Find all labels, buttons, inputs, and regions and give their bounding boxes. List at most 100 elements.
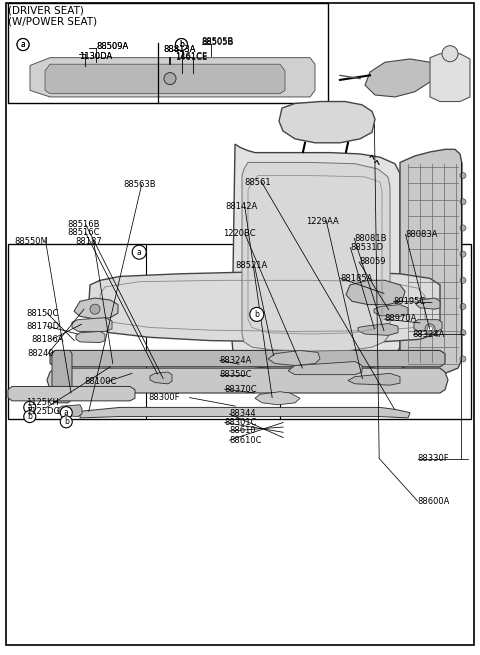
Polygon shape: [74, 298, 118, 319]
Text: 88300F: 88300F: [149, 393, 180, 402]
Circle shape: [425, 324, 435, 334]
Polygon shape: [52, 350, 72, 403]
Circle shape: [60, 416, 72, 428]
Circle shape: [17, 39, 29, 50]
Text: 1220BC: 1220BC: [223, 229, 256, 238]
Text: 88344: 88344: [229, 409, 256, 419]
Text: 88505B: 88505B: [202, 38, 234, 47]
Text: 88516C: 88516C: [67, 228, 100, 237]
Polygon shape: [242, 162, 390, 351]
Text: 88240: 88240: [28, 349, 54, 358]
Text: a: a: [21, 40, 25, 49]
Text: b: b: [179, 40, 184, 49]
Text: 88170D: 88170D: [26, 322, 60, 331]
Text: 1229AA: 1229AA: [306, 217, 339, 226]
Polygon shape: [430, 54, 470, 102]
Polygon shape: [268, 350, 320, 365]
Text: 88083A: 88083A: [406, 230, 438, 239]
Polygon shape: [47, 368, 448, 393]
Polygon shape: [80, 407, 410, 418]
Polygon shape: [8, 386, 135, 401]
Text: 88059: 88059: [359, 257, 385, 267]
Text: 88813A: 88813A: [163, 45, 196, 54]
Text: 88301C: 88301C: [225, 418, 257, 427]
Text: 88521A: 88521A: [235, 261, 267, 270]
Text: b: b: [64, 417, 69, 426]
Text: 89195C: 89195C: [394, 297, 426, 306]
Text: 88187: 88187: [76, 236, 103, 246]
Circle shape: [460, 356, 466, 362]
Circle shape: [442, 46, 458, 62]
Circle shape: [164, 73, 176, 84]
Text: 88516B: 88516B: [67, 219, 100, 229]
Text: 88350C: 88350C: [220, 370, 252, 379]
Text: 88150C: 88150C: [26, 309, 59, 318]
Circle shape: [250, 307, 264, 322]
Text: 88505B: 88505B: [202, 37, 234, 47]
Text: 88186A: 88186A: [31, 335, 64, 344]
Circle shape: [90, 304, 100, 314]
Text: b: b: [179, 40, 184, 49]
Text: 88509A: 88509A: [96, 42, 128, 51]
Polygon shape: [400, 149, 462, 375]
Text: 1125KH: 1125KH: [26, 398, 59, 407]
Bar: [8, 3, 328, 103]
Text: a: a: [137, 248, 142, 257]
Text: 1125DG: 1125DG: [26, 407, 60, 416]
Polygon shape: [348, 373, 400, 385]
Polygon shape: [58, 405, 82, 417]
Text: a: a: [64, 408, 69, 417]
Polygon shape: [45, 64, 285, 94]
Text: b: b: [27, 412, 32, 421]
Polygon shape: [288, 362, 362, 375]
Text: 88185A: 88185A: [341, 274, 373, 283]
Polygon shape: [88, 272, 440, 342]
Text: a: a: [27, 403, 32, 412]
Text: 88509A: 88509A: [96, 42, 128, 51]
Bar: [280, 244, 471, 419]
Circle shape: [460, 225, 466, 231]
Text: 88370C: 88370C: [225, 384, 257, 394]
Circle shape: [460, 277, 466, 284]
Circle shape: [428, 326, 432, 331]
Polygon shape: [279, 102, 375, 143]
Circle shape: [24, 402, 36, 413]
Polygon shape: [72, 318, 112, 331]
Polygon shape: [30, 58, 315, 97]
Text: 88081B: 88081B: [354, 234, 387, 243]
Text: 1461CE: 1461CE: [175, 52, 207, 62]
Circle shape: [460, 303, 466, 310]
Polygon shape: [416, 298, 440, 309]
Circle shape: [60, 407, 72, 419]
Text: 88531D: 88531D: [350, 243, 384, 252]
Text: 1461CE: 1461CE: [175, 53, 207, 62]
Circle shape: [24, 411, 36, 422]
Text: 88324A: 88324A: [413, 329, 445, 339]
Polygon shape: [50, 350, 445, 367]
Text: 88550M: 88550M: [14, 236, 48, 246]
Text: 88600A: 88600A: [418, 496, 450, 506]
Circle shape: [460, 172, 466, 179]
Circle shape: [176, 39, 187, 50]
Polygon shape: [150, 372, 172, 384]
Polygon shape: [232, 144, 400, 370]
Text: 88563B: 88563B: [124, 180, 156, 189]
Polygon shape: [365, 59, 435, 97]
Circle shape: [460, 198, 466, 205]
Polygon shape: [414, 320, 442, 331]
Text: (DRIVER SEAT): (DRIVER SEAT): [8, 5, 84, 15]
Polygon shape: [255, 392, 300, 405]
Circle shape: [132, 245, 146, 259]
Text: 88100C: 88100C: [84, 377, 116, 386]
Bar: [8, 244, 146, 419]
Text: 88610: 88610: [229, 426, 256, 436]
Text: (W/POWER SEAT): (W/POWER SEAT): [8, 16, 97, 26]
Text: 88324A: 88324A: [220, 356, 252, 365]
Text: 1130DA: 1130DA: [79, 52, 112, 61]
Text: 88970A: 88970A: [384, 314, 416, 324]
Polygon shape: [374, 305, 408, 316]
Text: 88142A: 88142A: [226, 202, 258, 211]
Circle shape: [460, 251, 466, 257]
Circle shape: [17, 39, 29, 50]
Text: b: b: [254, 310, 259, 319]
